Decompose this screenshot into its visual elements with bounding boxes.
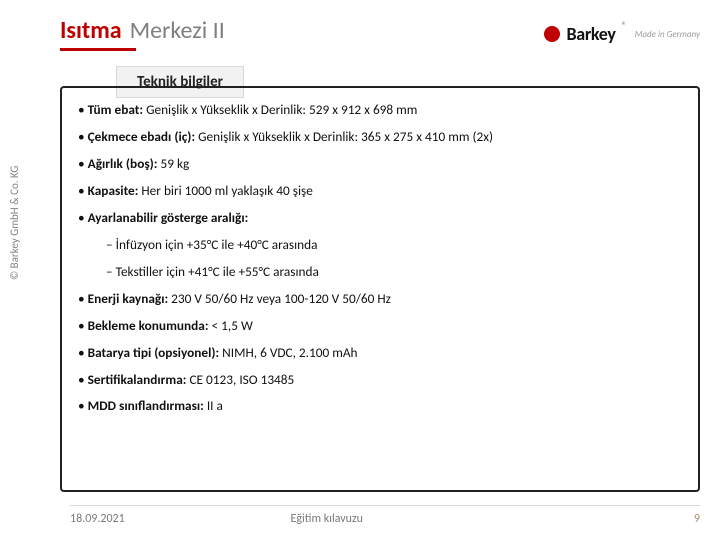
bullet-label: Kapasite: [88,182,139,199]
bullet-label: Enerji kaynağı: [88,290,169,307]
bullet-item: Kapasite: Her biri 1000 ml yaklaşık 40 ş… [78,183,690,199]
slide: Isıtma Merkezi II Barkey ® Made in Germa… [0,0,720,540]
sub-bullet-item: Tekstiller için +41°C ile +55°C arasında [106,264,690,280]
bullet-text: Tekstiller için +41°C ile +55°C arasında [116,263,319,280]
logo-dot-icon [544,26,560,42]
copyright-vertical: © Barkey GmbH & Co. KG [8,166,21,280]
bullet-item: Tüm ebat: Genişlik x Yükseklik x Derinli… [78,102,690,118]
bullet-label: Ağırlık (boş): [88,155,158,172]
logo-tagline: Made in Germany [635,29,700,40]
bullet-text: Her biri 1000 ml yaklaşık 40 şişe [138,182,312,199]
bullet-text: 230 V 50/60 Hz veya 100-120 V 50/60 Hz [168,290,391,307]
bullet-label: Bekleme konumunda: [88,317,209,334]
bullet-item: MDD sınıflandırması: II a [78,398,690,414]
logo-text: Barkey [566,23,615,45]
title-underline [60,48,136,51]
bullet-item: Ayarlanabilir gösterge aralığı: [78,210,690,226]
bullet-item: Bekleme konumunda: < 1,5 W [78,318,690,334]
footer-date: 18.09.2021 [70,512,291,526]
bullet-item: Sertifikalandırma: CE 0123, ISO 13485 [78,372,690,388]
title-block: Isıtma Merkezi II [60,16,225,45]
bullet-text: II a [204,397,223,414]
bullet-text: Genişlik x Yükseklik x Derinlik: 365 x 2… [195,128,493,145]
bullet-text: İnfüzyon için +35°C ile +40°C arasında [116,236,318,253]
header: Isıtma Merkezi II Barkey ® Made in Germa… [60,16,700,45]
title-sub: Merkezi II [130,16,225,45]
bullet-label: Batarya tipi (opsiyonel): [88,344,220,361]
bullet-item: Enerji kaynağı: 230 V 50/60 Hz veya 100-… [78,291,690,307]
bullet-text: NIMH, 6 VDC, 2.100 mAh [219,344,357,361]
content-body: Tüm ebat: Genişlik x Yükseklik x Derinli… [78,102,690,484]
brand-logo: Barkey ® Made in Germany [544,23,700,45]
bullet-item: Batarya tipi (opsiyonel): NIMH, 6 VDC, 2… [78,345,690,361]
footer-rule [70,505,700,506]
registered-mark-icon: ® [622,19,627,32]
bullet-text: 59 kg [157,155,189,172]
footer-page-number: 9 [511,512,700,526]
bullet-item: Ağırlık (boş): 59 kg [78,156,690,172]
bullet-text: CE 0123, ISO 13485 [186,371,294,388]
bullet-text: < 1,5 W [209,317,253,334]
bullet-text: Genişlik x Yükseklik x Derinlik: 529 x 9… [143,101,417,118]
bullet-label: Tüm ebat: [88,101,143,118]
bullet-label: MDD sınıflandırması: [88,397,204,414]
title-main: Isıtma [60,16,122,45]
sub-bullet-item: İnfüzyon için +35°C ile +40°C arasında [106,237,690,253]
bullet-label: Çekmece ebadı (iç): [88,128,195,145]
footer-center: Eğitim kılavuzu [291,512,512,526]
bullet-item: Çekmece ebadı (iç): Genişlik x Yükseklik… [78,129,690,145]
footer: 18.09.2021 Eğitim kılavuzu 9 [70,512,700,526]
bullet-label: Sertifikalandırma: [88,371,187,388]
bullet-label: Ayarlanabilir gösterge aralığı: [88,209,249,226]
